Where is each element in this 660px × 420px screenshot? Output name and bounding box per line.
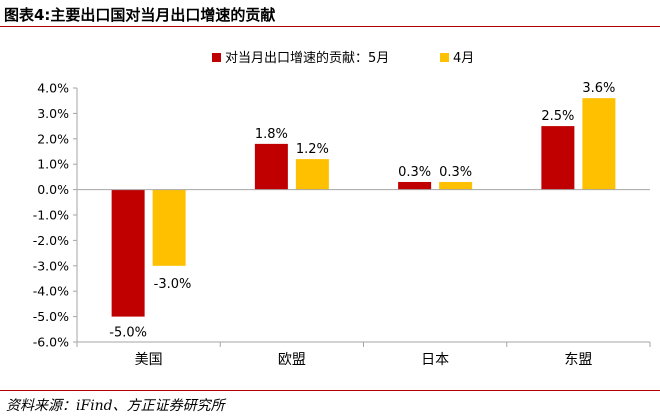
- y-tick-label: -2.0%: [33, 233, 69, 248]
- x-category-label: 日本: [421, 352, 449, 368]
- x-category-label: 欧盟: [278, 352, 306, 368]
- x-axis: 美国 欧盟 日本 东盟: [135, 352, 593, 368]
- x-category-label: 东盟: [564, 352, 592, 368]
- bar-chart: 对当月出口增速的贡献：5月 4月 4.0% 3.0% 2.0% 1.0% 0.0% -1.…: [33, 50, 651, 368]
- bar-value-label: 3.6%: [582, 81, 615, 96]
- bars: -5.0% -3.0% 1.8% 1.2% 0.3% 0.3% 2.5% 3.6%: [109, 81, 615, 340]
- bar-value-label: -5.0%: [109, 326, 147, 341]
- y-axis: 4.0% 3.0% 2.0% 1.0% 0.0% -1.0% -2.0% -3.0% -4.0%…: [33, 81, 77, 350]
- y-tick-label: -3.0%: [33, 258, 69, 273]
- y-tick-label: -4.0%: [33, 284, 69, 299]
- legend-label-april: 4月: [453, 51, 474, 66]
- bar-value-label: 2.5%: [541, 109, 574, 124]
- bar-may: [398, 181, 432, 190]
- bar-april: [152, 189, 186, 266]
- axes-lines: [76, 88, 651, 347]
- y-tick-label: -5.0%: [33, 309, 69, 324]
- legend-swatch-may: [212, 53, 221, 62]
- bar-april: [582, 98, 616, 190]
- bar-may: [541, 126, 575, 190]
- bar-april: [439, 181, 473, 190]
- legend-label-may: 对当月出口增速的贡献：5月: [225, 50, 389, 66]
- bar-value-label: -3.0%: [154, 277, 192, 292]
- figure-title: 图表4:主要出口国对当月出口增速的贡献: [4, 6, 276, 24]
- y-tick-label: 0.0%: [37, 182, 69, 197]
- bar-value-label: 0.3%: [398, 165, 431, 180]
- y-tick-label: 4.0%: [37, 81, 69, 96]
- y-tick-label: 1.0%: [37, 157, 69, 172]
- bar-may: [254, 143, 288, 190]
- bar-value-label: 0.3%: [439, 165, 472, 180]
- y-tick-label: 2.0%: [37, 131, 69, 146]
- y-tick-label: -1.0%: [33, 208, 69, 223]
- source-note: 资料来源：iFind、方正证券研究所: [6, 398, 225, 414]
- source-divider: [0, 390, 660, 391]
- chart-legend: 对当月出口增速的贡献：5月 4月: [212, 50, 474, 66]
- bar-value-label: 1.2%: [296, 142, 329, 157]
- bar-april: [295, 159, 329, 190]
- title-divider: [0, 26, 660, 27]
- x-category-label: 美国: [135, 352, 163, 368]
- bar-may: [111, 189, 145, 317]
- bar-value-label: 1.8%: [255, 127, 288, 142]
- y-tick-label: 3.0%: [37, 106, 69, 121]
- legend-swatch-april: [440, 53, 449, 62]
- y-tick-label: -6.0%: [33, 335, 69, 350]
